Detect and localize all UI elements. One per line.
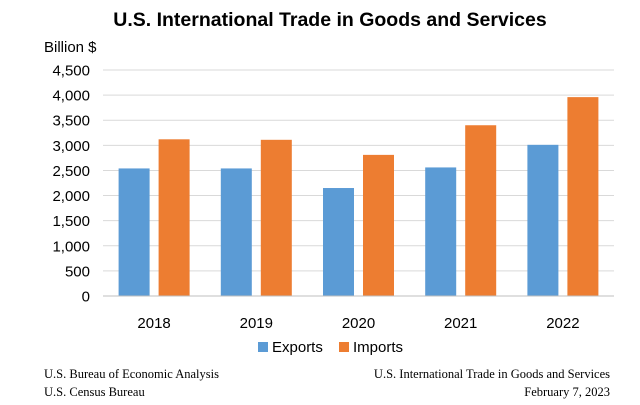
bar-imports-2021 [465, 125, 497, 296]
y-tick-label: 0 [82, 289, 90, 306]
y-tick-label: 4,000 [52, 88, 90, 105]
report-title: U.S. International Trade in Goods and Se… [373, 367, 610, 381]
report-date: February 7, 2023 [524, 385, 610, 399]
bar-exports-2020 [323, 188, 354, 296]
source-census: U.S. Census Bureau [44, 385, 145, 399]
x-tick-label: 2022 [546, 315, 579, 332]
bar-exports-2022 [527, 144, 559, 296]
report-info: U.S. International Trade in Goods and Se… [374, 365, 610, 401]
y-tick-label: 500 [65, 263, 90, 280]
x-tick-label: 2019 [240, 315, 273, 332]
y-axis-label: Billion $ [44, 39, 97, 56]
bar-exports-2021 [425, 167, 457, 296]
legend-swatch-exports [258, 342, 268, 352]
x-tick-label: 2021 [444, 315, 477, 332]
y-tick-label: 1,500 [52, 213, 90, 230]
legend-swatch-imports [339, 342, 349, 352]
y-tick-label: 3,000 [52, 138, 90, 155]
x-tick-label: 2018 [137, 315, 170, 332]
x-tick-label: 2020 [342, 315, 375, 332]
y-tick-label: 2,000 [52, 188, 90, 205]
chart-title: U.S. International Trade in Goods and Se… [113, 9, 547, 31]
source-bea: U.S. Bureau of Economic Analysis [44, 367, 219, 381]
bar-imports-2019 [260, 139, 292, 296]
bars [118, 97, 599, 297]
bar-exports-2018 [118, 168, 150, 296]
bar-imports-2022 [567, 97, 599, 297]
bar-imports-2018 [158, 139, 190, 296]
x-tick-labels: 2018 2019 2020 2021 2022 [137, 315, 579, 332]
legend-label-imports: Imports [353, 339, 403, 356]
bar-exports-2019 [220, 168, 252, 296]
y-tick-label: 2,500 [52, 163, 90, 180]
bar-imports-2020 [363, 154, 394, 296]
y-tick-labels: 0 500 1,000 1,500 2,000 2,500 3,000 3,500 4,000 4… [52, 63, 90, 306]
legend-label-exports: Exports [272, 339, 323, 356]
y-tick-label: 1,000 [52, 238, 90, 255]
legend: Exports Imports [258, 339, 403, 356]
y-tick-label: 3,500 [52, 113, 90, 130]
source-credits: U.S. Bureau of Economic Analysis U.S. Ce… [44, 365, 219, 401]
y-tick-label: 4,500 [52, 63, 90, 80]
